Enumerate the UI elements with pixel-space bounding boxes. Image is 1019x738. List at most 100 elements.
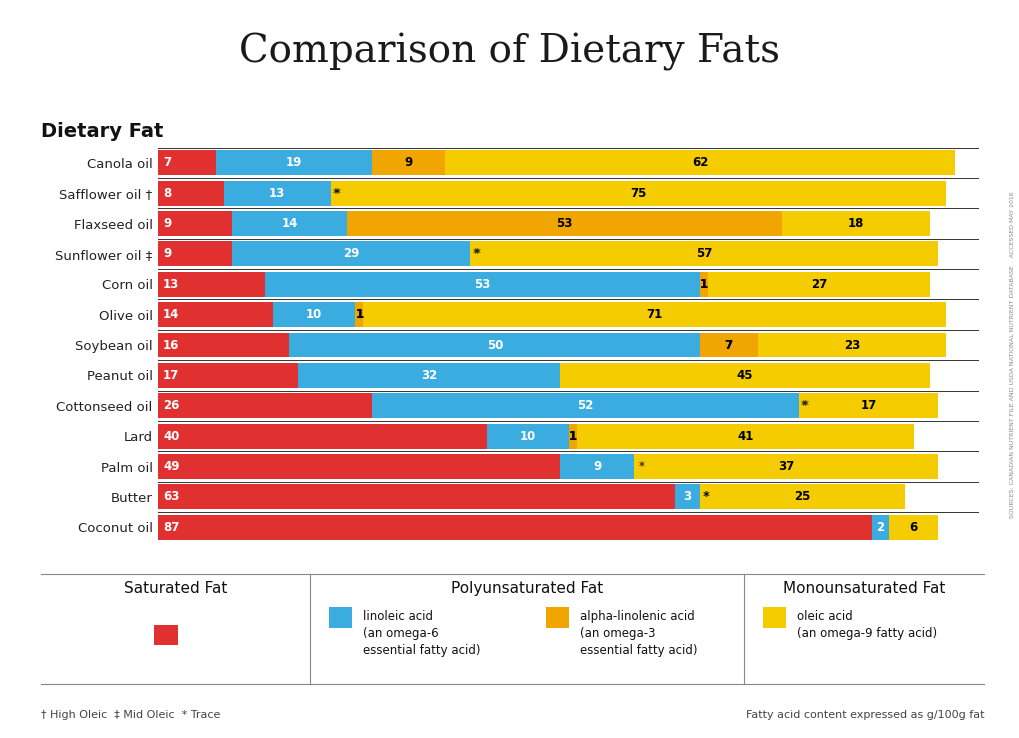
Bar — [699, 333, 757, 357]
Bar — [762, 607, 786, 628]
Text: 37: 37 — [777, 460, 794, 473]
Bar — [707, 272, 929, 297]
Text: 10: 10 — [306, 308, 322, 321]
Text: *: * — [474, 247, 480, 261]
Text: 87: 87 — [163, 521, 179, 534]
Bar — [634, 454, 937, 479]
Text: Monounsaturated Fat: Monounsaturated Fat — [782, 581, 945, 596]
Bar — [231, 211, 346, 236]
Bar — [871, 515, 888, 539]
Text: 8: 8 — [163, 187, 171, 200]
Text: 1: 1 — [699, 277, 707, 291]
Text: 14: 14 — [281, 217, 298, 230]
Bar — [158, 181, 223, 206]
Bar — [569, 424, 577, 449]
Text: 1: 1 — [569, 430, 577, 443]
Text: 27: 27 — [810, 277, 826, 291]
Text: SOURCES: CANADIAN NUTRIENT FILE AND USDA NATIONAL NUTRIENT DATABASE    ACCESSED : SOURCES: CANADIAN NUTRIENT FILE AND USDA… — [1010, 191, 1014, 517]
Bar — [158, 515, 871, 539]
Text: 29: 29 — [342, 247, 359, 261]
Text: 25: 25 — [794, 490, 810, 503]
Bar — [223, 181, 330, 206]
Bar — [699, 272, 707, 297]
Bar — [158, 484, 675, 509]
Text: oleic acid
(an omega-9 fatty acid): oleic acid (an omega-9 fatty acid) — [797, 610, 936, 640]
Bar — [158, 211, 231, 236]
Text: 32: 32 — [421, 369, 437, 382]
Text: 14: 14 — [163, 308, 179, 321]
Text: *: * — [800, 399, 806, 413]
Bar — [699, 484, 905, 509]
Text: *: * — [332, 187, 338, 200]
Text: 7: 7 — [723, 339, 732, 351]
Bar — [371, 151, 445, 175]
Text: 53: 53 — [555, 217, 573, 230]
Bar — [577, 424, 913, 449]
Text: 1: 1 — [355, 308, 363, 321]
Bar — [888, 515, 937, 539]
Text: 50: 50 — [486, 339, 502, 351]
Text: † High Oleic  ‡ Mid Oleic  * Trace: † High Oleic ‡ Mid Oleic * Trace — [41, 709, 220, 720]
Text: 9: 9 — [593, 460, 601, 473]
Text: 26: 26 — [163, 399, 179, 413]
Text: 7: 7 — [723, 339, 732, 351]
Text: linoleic acid
(an omega-6
essential fatty acid): linoleic acid (an omega-6 essential fatt… — [363, 610, 481, 657]
Text: *: * — [702, 490, 707, 503]
Bar — [486, 424, 569, 449]
Text: *: * — [334, 187, 340, 200]
Bar — [559, 454, 634, 479]
Bar — [231, 241, 470, 266]
Bar — [158, 424, 486, 449]
Bar — [782, 211, 929, 236]
Text: 9: 9 — [404, 156, 413, 169]
Text: 45: 45 — [736, 369, 753, 382]
Text: 71: 71 — [646, 308, 662, 321]
Text: 52: 52 — [577, 399, 593, 413]
Bar — [757, 333, 946, 357]
Text: 1: 1 — [355, 308, 363, 321]
Text: 1: 1 — [569, 430, 577, 443]
Text: Fatty acid content expressed as g/100g fat: Fatty acid content expressed as g/100g f… — [745, 709, 983, 720]
Bar — [158, 363, 298, 388]
Text: 57: 57 — [695, 247, 711, 261]
Text: 49: 49 — [163, 460, 179, 473]
Text: 17: 17 — [163, 369, 179, 382]
Text: 6: 6 — [909, 521, 917, 534]
Bar — [273, 302, 355, 327]
Text: Comparison of Dietary Fats: Comparison of Dietary Fats — [239, 33, 780, 71]
Bar — [158, 302, 273, 327]
Text: 16: 16 — [163, 339, 179, 351]
Text: *: * — [703, 490, 709, 503]
Bar — [330, 181, 946, 206]
Text: 9: 9 — [163, 247, 171, 261]
Bar — [798, 393, 937, 418]
Text: 18: 18 — [847, 217, 863, 230]
Bar — [298, 363, 559, 388]
Text: 75: 75 — [630, 187, 646, 200]
Text: Dietary Fat: Dietary Fat — [41, 122, 163, 141]
Text: 62: 62 — [691, 156, 707, 169]
Text: 3: 3 — [683, 490, 691, 503]
Text: *: * — [638, 460, 644, 473]
Text: 23: 23 — [843, 339, 859, 351]
Bar — [158, 333, 289, 357]
Bar — [545, 607, 569, 628]
Text: 19: 19 — [285, 156, 302, 169]
Bar — [158, 454, 559, 479]
Text: Polyunsaturated Fat: Polyunsaturated Fat — [450, 581, 602, 596]
Bar — [158, 151, 215, 175]
Bar — [363, 302, 946, 327]
Bar — [154, 624, 177, 645]
Text: *: * — [472, 247, 478, 261]
Text: 2: 2 — [875, 521, 883, 534]
Text: *: * — [802, 399, 808, 413]
Bar — [346, 211, 782, 236]
Text: 53: 53 — [474, 277, 490, 291]
Text: 13: 13 — [269, 187, 285, 200]
Text: 41: 41 — [737, 430, 753, 443]
Bar — [371, 393, 798, 418]
Text: 10: 10 — [519, 430, 535, 443]
Text: 40: 40 — [163, 430, 179, 443]
Text: 13: 13 — [163, 277, 179, 291]
Text: 17: 17 — [859, 399, 875, 413]
